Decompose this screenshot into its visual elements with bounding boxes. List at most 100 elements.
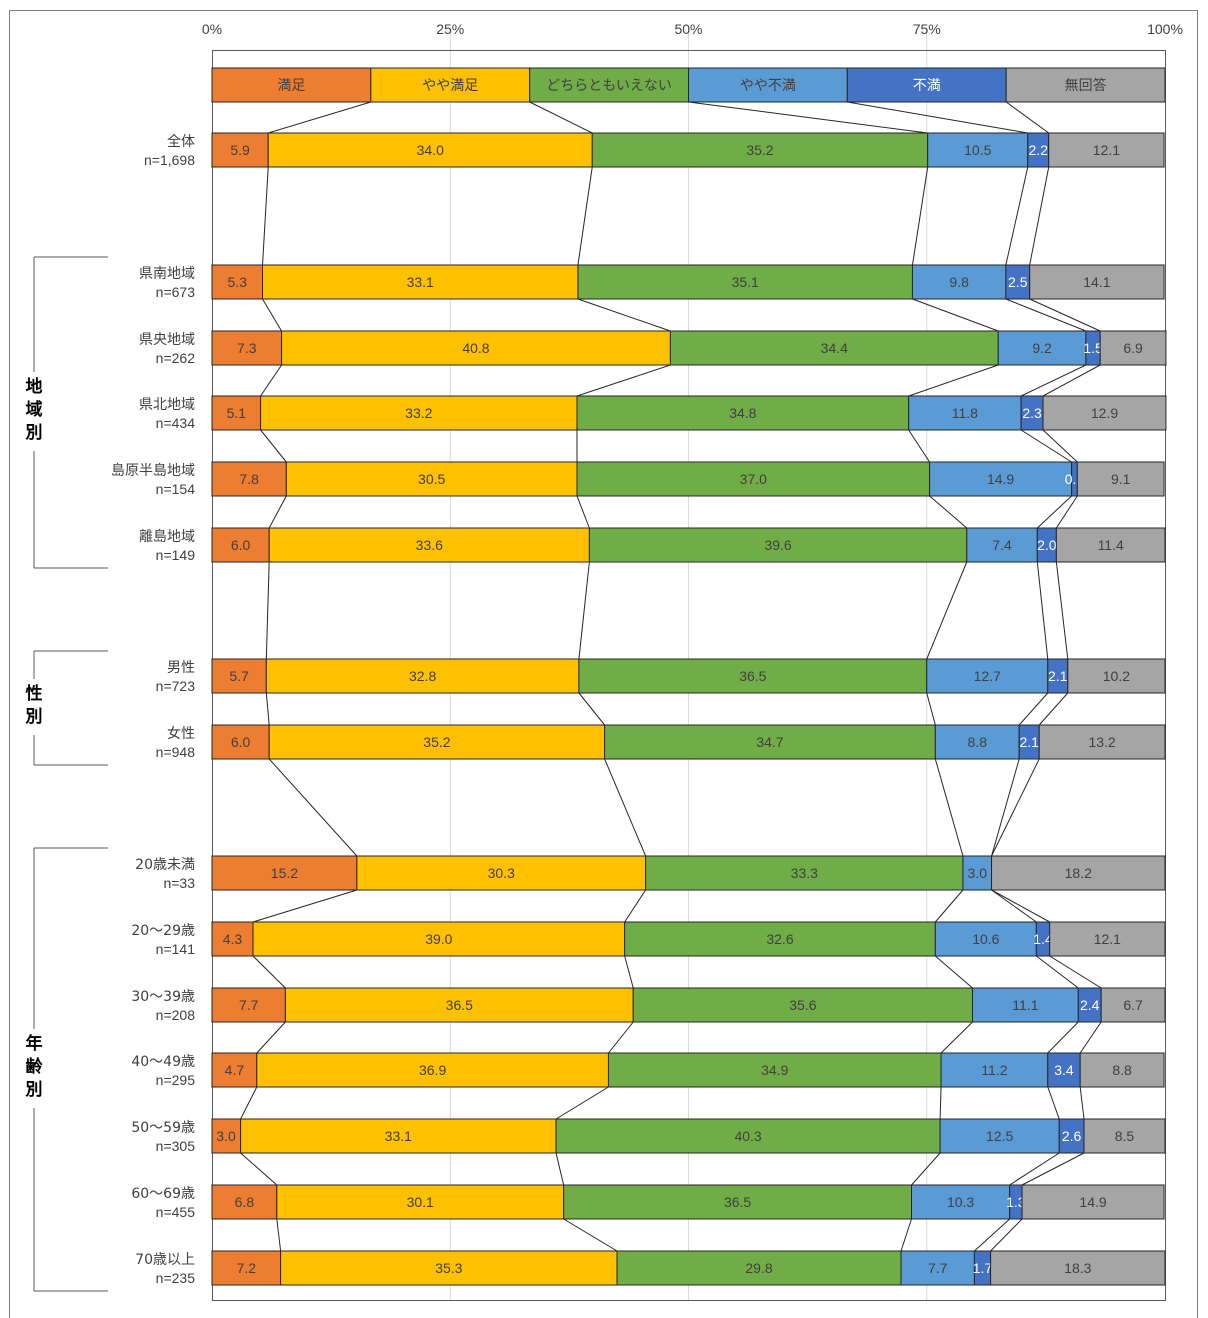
connector-line [1029, 166, 1050, 266]
category-label: 60～69歳 [131, 1186, 195, 1202]
data-label: 2.2 [1029, 142, 1049, 158]
connector-line [1042, 364, 1101, 397]
connector-line [577, 166, 593, 266]
legend-label: やや不満 [740, 78, 796, 94]
data-label: 2.5 [1008, 274, 1028, 290]
data-label: 11.1 [1012, 997, 1038, 1013]
data-label: 7.8 [239, 471, 259, 487]
data-label: 40.8 [462, 340, 489, 356]
outer-frame [9, 10, 1198, 1318]
bar-segment [1100, 987, 1166, 1023]
bar-segment [1067, 658, 1166, 694]
legend-swatch [846, 67, 1007, 103]
connector-line [1020, 364, 1087, 397]
connector-line [555, 1152, 565, 1186]
data-label: 11.8 [952, 405, 978, 421]
bar-segment [588, 527, 968, 563]
connector-line [911, 166, 929, 266]
data-label: 39.6 [764, 537, 791, 553]
bar-segment [1047, 1052, 1081, 1088]
data-label: 7.7 [928, 1260, 948, 1276]
category-label: 30～39歳 [131, 989, 195, 1005]
bar-segment [624, 921, 936, 957]
x-tick-label: 50% [674, 21, 702, 37]
connector-line [935, 955, 973, 989]
connector-line [912, 298, 999, 332]
connector-line [1020, 429, 1072, 463]
data-label: 8.8 [968, 734, 988, 750]
connector-line [260, 429, 287, 463]
bar-segment [1076, 461, 1165, 497]
data-label: 4.7 [225, 1062, 245, 1078]
data-label: 5.3 [228, 274, 248, 290]
connector-line [276, 1218, 282, 1252]
bar-segment [211, 527, 270, 563]
data-label: 2.1 [1019, 734, 1039, 750]
connector-line [529, 101, 593, 134]
data-label: 18.2 [1065, 865, 1092, 881]
bar-segment [911, 264, 1007, 300]
sample-size-label: n=434 [156, 415, 196, 431]
connector-line [624, 955, 634, 989]
sample-size-label: n=208 [156, 1007, 196, 1023]
x-tick-label: 25% [436, 21, 464, 37]
data-label: 36.5 [739, 668, 766, 684]
data-label: 7.2 [237, 1260, 257, 1276]
sample-size-label: n=455 [156, 1204, 196, 1220]
bar-segment [1048, 132, 1165, 168]
data-label: 5.9 [230, 142, 250, 158]
bar-segment [281, 330, 671, 366]
sample-size-label: n=154 [156, 481, 196, 497]
category-label: 40～49歳 [131, 1054, 195, 1070]
bar-segment [934, 921, 1037, 957]
category-label: 離島地域 [139, 528, 195, 545]
data-label: 35.2 [423, 734, 450, 750]
data-label: 3.0 [968, 865, 988, 881]
connector-line [252, 889, 358, 923]
data-label: 34.9 [761, 1062, 788, 1078]
connector-line [1005, 166, 1029, 266]
bar-segment [211, 658, 267, 694]
data-label: 1.3 [1006, 1194, 1026, 1210]
data-label: 35.1 [732, 274, 759, 290]
sample-size-label: n=305 [156, 1138, 196, 1154]
bar-segment [211, 395, 262, 431]
connector-line [1038, 692, 1069, 726]
bar-segment [632, 987, 973, 1023]
data-label: 39.0 [425, 931, 452, 947]
category-label: 20～29歳 [131, 923, 195, 939]
data-label: 37.0 [740, 471, 767, 487]
legend-swatch [1005, 67, 1166, 103]
data-label: 4.3 [223, 931, 243, 947]
bar-segment [927, 132, 1029, 168]
connector-line [934, 758, 964, 857]
connector-line [262, 298, 282, 332]
connector-line [578, 561, 590, 660]
data-label: 1.5 [1083, 340, 1103, 356]
bar-segment [990, 1250, 1166, 1286]
data-label: 9.8 [949, 274, 969, 290]
data-label: 34.7 [756, 734, 783, 750]
connector-line [576, 364, 671, 397]
data-label: 1.4 [1033, 931, 1053, 947]
category-label: 県央地域 [139, 332, 195, 348]
bar-segment [1083, 1118, 1166, 1154]
bar-segment [211, 461, 287, 497]
connector-line [608, 1021, 634, 1054]
bar-segment [1042, 395, 1167, 431]
connector-line [940, 1021, 973, 1054]
sample-size-label: n=1,698 [144, 152, 195, 168]
data-label: 12.9 [1091, 405, 1118, 421]
bar-segment [908, 395, 1022, 431]
connector-line [934, 889, 964, 923]
connector-line [1029, 298, 1101, 332]
data-label: 9.1 [1111, 471, 1131, 487]
data-label: 6.0 [231, 734, 251, 750]
connector-line [1079, 1086, 1085, 1120]
bar-segment [211, 987, 286, 1023]
bar-segment [240, 1118, 557, 1154]
group-label: 別 [25, 1080, 43, 1100]
data-label: 40.3 [734, 1128, 761, 1144]
bar-segment [268, 527, 590, 563]
